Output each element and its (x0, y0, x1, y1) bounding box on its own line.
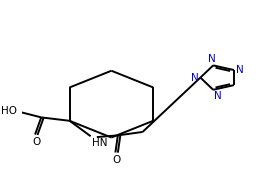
Text: HO: HO (1, 106, 17, 116)
Text: N: N (191, 73, 199, 84)
Text: N: N (208, 54, 216, 64)
Text: HN: HN (92, 138, 107, 148)
Text: N: N (236, 65, 244, 75)
Text: N: N (214, 91, 222, 101)
Text: O: O (32, 137, 40, 147)
Text: O: O (112, 155, 121, 165)
